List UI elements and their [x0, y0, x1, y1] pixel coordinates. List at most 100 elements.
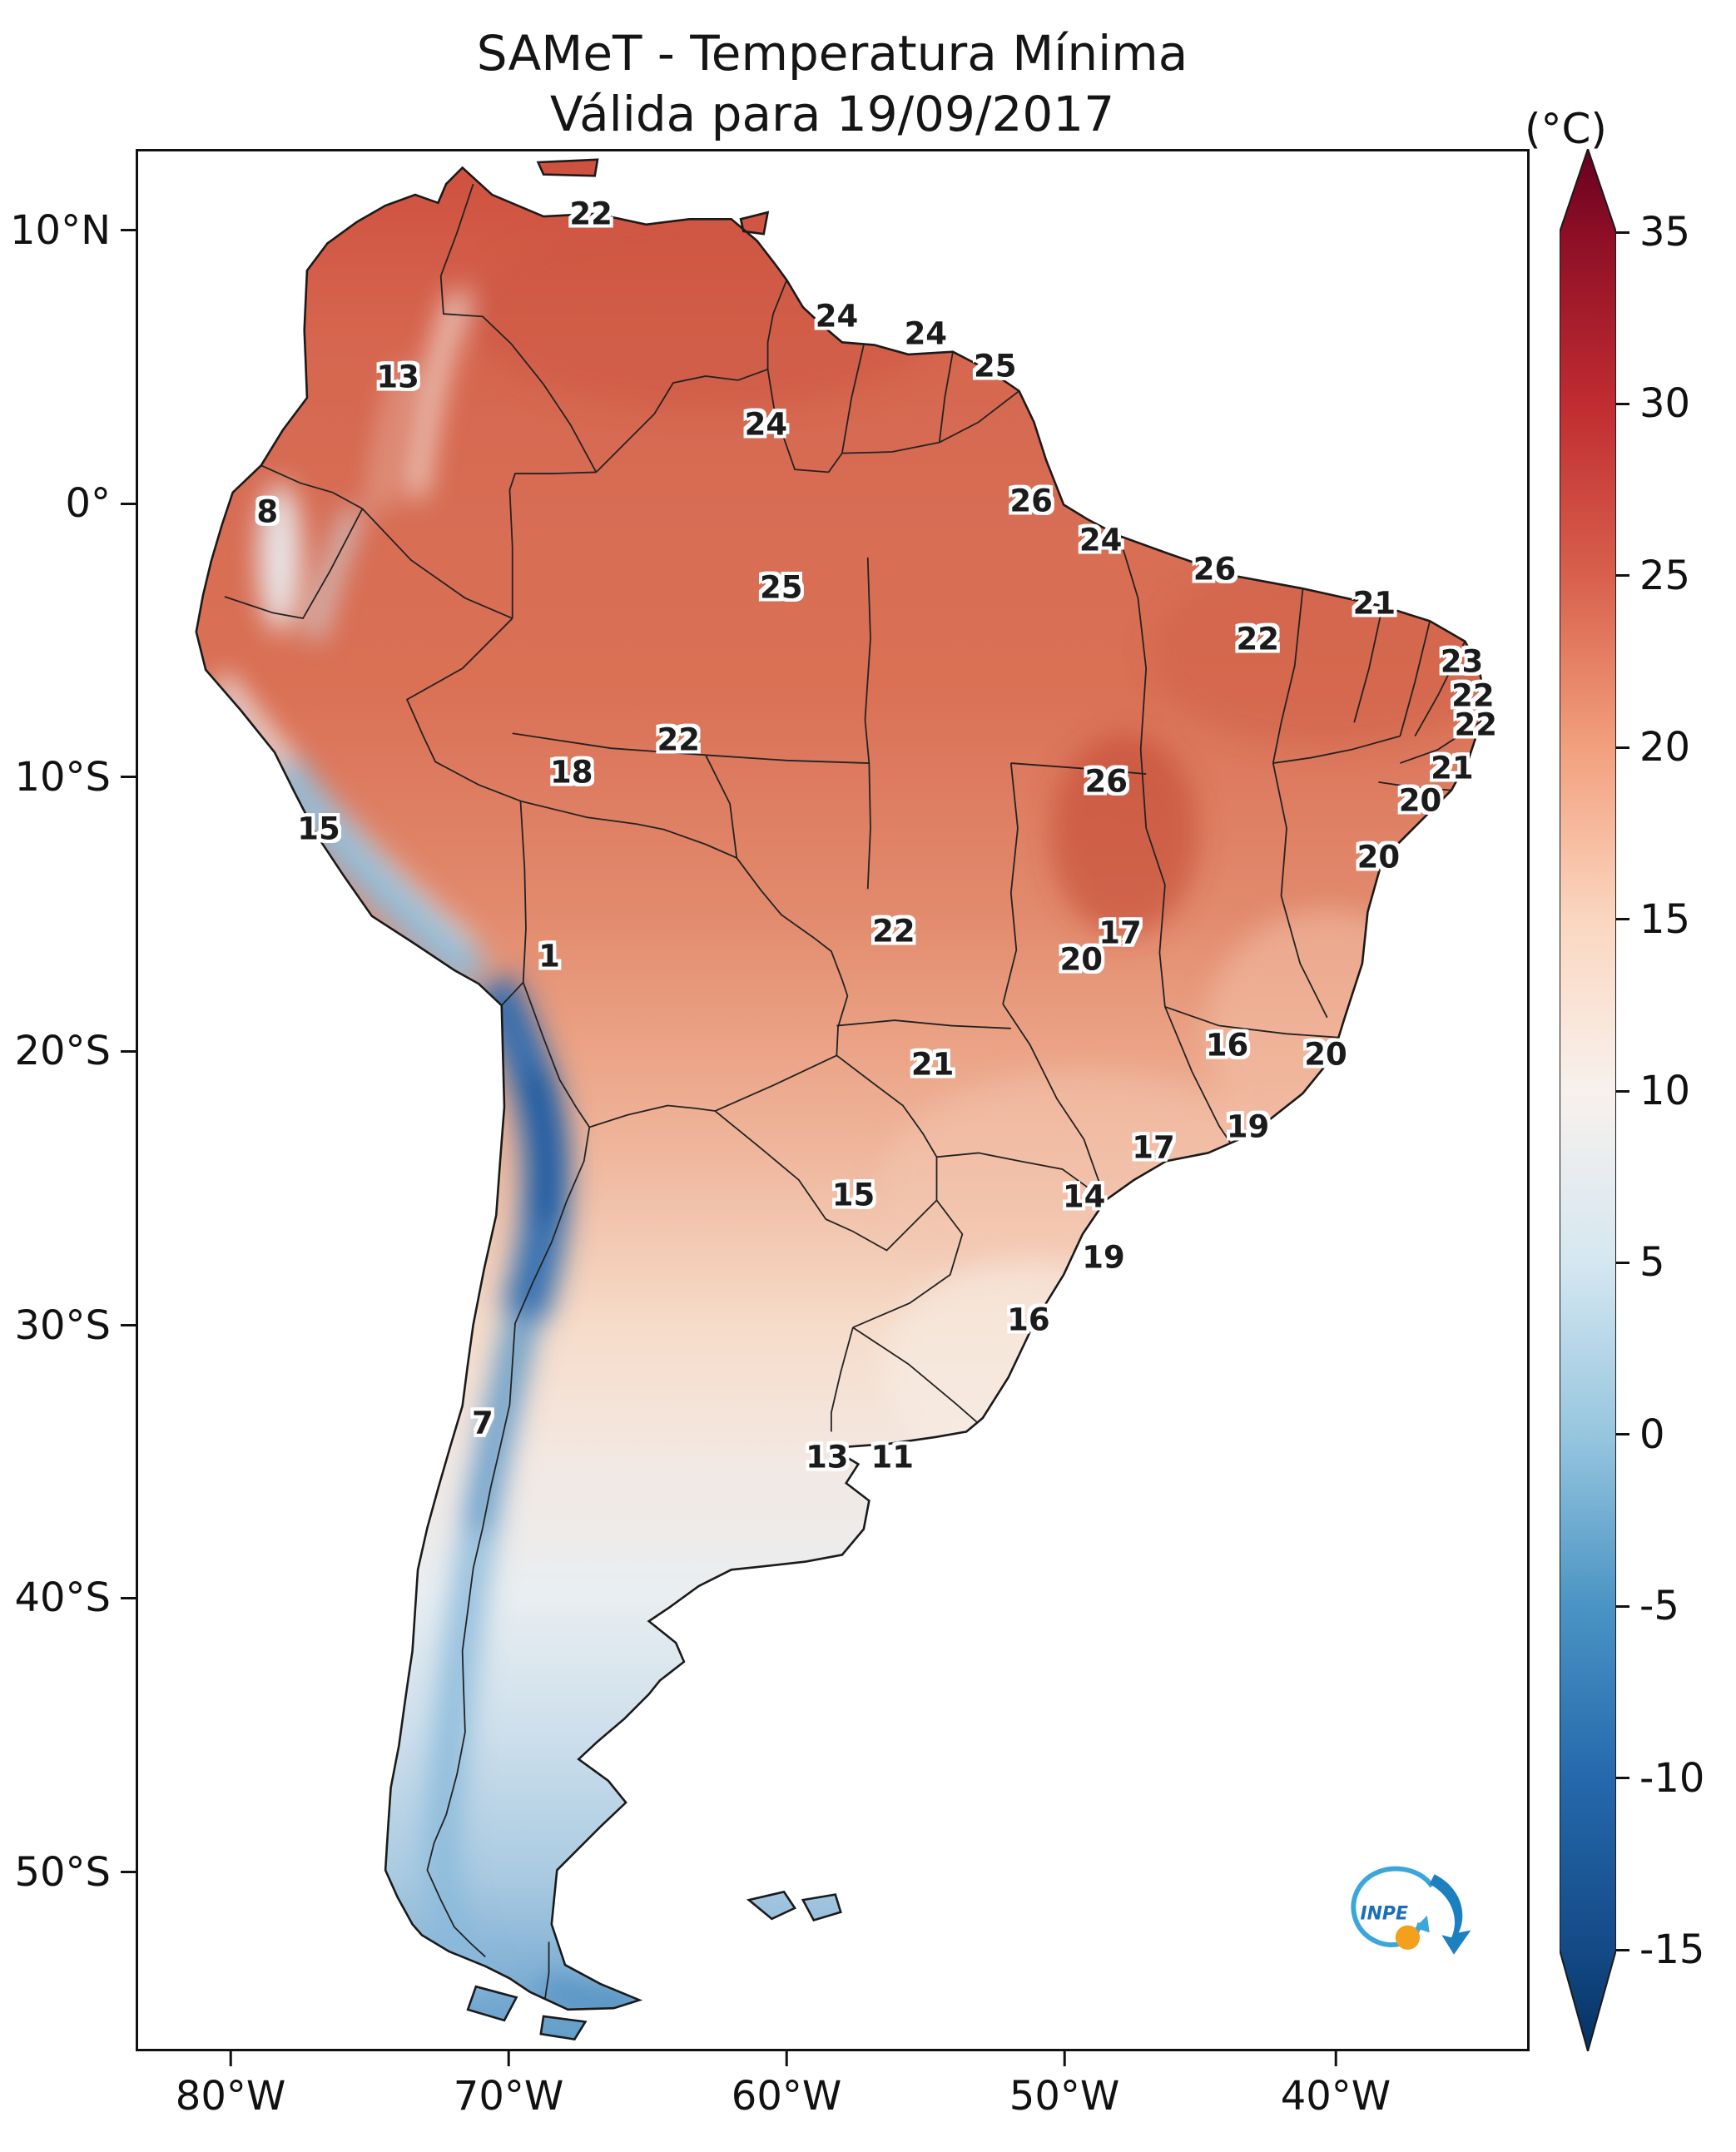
lat-tick: 30°S: [14, 1302, 136, 1349]
lat-tick: 40°S: [14, 1574, 136, 1621]
lat-tick-mark: [121, 1049, 136, 1053]
colorbar-tick-label: -15: [1639, 1926, 1705, 1973]
lon-tick: 70°W: [453, 2051, 564, 2120]
lat-tick-mark: [121, 776, 136, 779]
station-temperature-label: 13: [806, 1439, 849, 1475]
station-temperature-label: 8: [256, 493, 279, 530]
station-temperature-label: 24: [904, 315, 948, 352]
lat-tick-label: 50°S: [14, 1848, 111, 1896]
station-temperature-label: 21: [1352, 585, 1396, 622]
figure-title: SAMeT - Temperatura Mínima Válida para 1…: [50, 23, 1614, 144]
colorbar-tick-label: 20: [1639, 724, 1691, 771]
lat-axis: 10°N 0° 10°S 20°S 30°S 40°S 50°S: [0, 149, 136, 2051]
colorbar-tick-mark: [1616, 402, 1629, 405]
station-temperature-label: 20: [1398, 782, 1442, 819]
colorbar-tick: 15: [1616, 896, 1690, 943]
lat-tick-label: 0°: [65, 480, 111, 528]
colorbar-tick-label: 0: [1639, 1411, 1665, 1458]
lat-tick-mark: [121, 502, 136, 505]
lon-tick-label: 80°W: [175, 2073, 286, 2120]
colorbar-tick-label: 35: [1639, 209, 1691, 255]
colorbar-tick-mark: [1616, 231, 1629, 234]
inpe-big-arrow-icon: [1429, 1874, 1471, 1955]
lon-tick-mark: [229, 2051, 232, 2066]
colorbar-tick: -10: [1616, 1755, 1704, 1802]
station-temperature-label: 22: [1236, 621, 1279, 657]
colorbar-tick: 10: [1616, 1068, 1690, 1114]
station-temperature-label: 14: [1062, 1178, 1106, 1215]
lat-tick: 20°S: [14, 1028, 136, 1074]
colorbar-tick-mark: [1616, 1777, 1629, 1780]
colorbar-tick-mark: [1616, 746, 1629, 749]
station-temperature-label: 21: [910, 1046, 955, 1083]
lon-tick: 60°W: [731, 2051, 842, 2120]
colorbar-tick-mark: [1616, 918, 1629, 921]
colorbar-tick: 20: [1616, 724, 1690, 771]
lon-tick-label: 70°W: [453, 2073, 564, 2120]
lon-tick-mark: [507, 2051, 510, 2066]
station-temperature-label: 25: [759, 569, 803, 606]
station-temperature-label: 16: [1205, 1027, 1249, 1064]
inpe-logo-text: INPE: [1360, 1903, 1408, 1924]
station-temperature-label: 17: [1132, 1129, 1175, 1166]
colorbar-gradient-bar: [1560, 149, 1616, 2051]
station-temperature-label: 16: [1007, 1302, 1050, 1338]
map-overlay: 22 24 24 25 13 24 26 8 24 26 25 21 22 23 22 22 22 18 21 26 2…: [138, 151, 1527, 2049]
station-temperature-label: 1: [538, 938, 560, 974]
inpe-orange-dot-icon: [1395, 1925, 1421, 1950]
colorbar-tick-mark: [1616, 574, 1629, 578]
colorbar-tick-mark: [1616, 1089, 1629, 1093]
station-temperature-label: 22: [872, 913, 915, 950]
colorbar-tick-label: -10: [1639, 1754, 1705, 1802]
station-temperature-label: 21: [1431, 750, 1474, 786]
inpe-swirl-arrowhead-icon: [1415, 1915, 1430, 1933]
colorbar: [1560, 149, 1616, 2051]
colorbar-tick: 35: [1616, 209, 1690, 255]
station-temperature-label: 22: [569, 196, 613, 232]
colorbar-ticks: 35 30 25 20 15 10 5 0 -5 -10 -15: [1616, 209, 1736, 1973]
lon-tick-label: 60°W: [731, 2073, 842, 2120]
lon-tick-label: 40°W: [1280, 2073, 1391, 2120]
colorbar-tick-mark: [1616, 1433, 1629, 1436]
station-temperature-label: 20: [1304, 1036, 1347, 1073]
title-line-1: SAMeT - Temperatura Mínima: [476, 25, 1188, 82]
lat-tick-mark: [121, 1324, 136, 1327]
colorbar-tick: -5: [1616, 1583, 1679, 1629]
lat-tick-mark: [121, 1596, 136, 1599]
colorbar-tick: 30: [1616, 380, 1690, 427]
station-temperature-label: 19: [1082, 1239, 1125, 1276]
station-temperature-label: 20: [1059, 941, 1104, 978]
station-temperature-label: 20: [1357, 839, 1401, 875]
colorbar-tick-label: 30: [1639, 380, 1691, 428]
title-line-2: Válida para 19/09/2017: [549, 85, 1115, 142]
lon-tick-mark: [1334, 2051, 1337, 2066]
colorbar-unit-label: (°C): [1525, 105, 1607, 153]
lat-tick-label: 20°S: [14, 1028, 111, 1075]
colorbar-tick-label: 25: [1639, 552, 1691, 599]
station-temperature-label: 24: [815, 298, 859, 335]
lat-tick-mark: [121, 229, 136, 232]
lon-tick: 80°W: [175, 2051, 286, 2120]
station-temperature-label: 26: [1084, 763, 1128, 800]
station-temperature-label: 19: [1226, 1108, 1270, 1145]
colorbar-tick-label: 5: [1639, 1239, 1665, 1287]
colorbar-tick: 5: [1616, 1239, 1665, 1286]
colorbar-tick-mark: [1616, 1948, 1629, 1951]
inpe-logo: INPE: [1351, 1866, 1471, 1955]
lat-tick-label: 30°S: [14, 1302, 111, 1349]
map-frame: 22 24 24 25 13 24 26 8 24 26 25 21 22 23 22 22 22 18 21 26 2…: [136, 149, 1530, 2051]
lat-tick: 10°N: [10, 207, 136, 254]
lat-tick-label: 10°N: [10, 206, 111, 254]
lon-tick-mark: [785, 2051, 788, 2066]
lat-tick: 0°: [65, 480, 136, 527]
station-temperature-label: 25: [974, 348, 1017, 384]
station-temperature-label: 11: [870, 1439, 915, 1475]
colorbar-tick-label: 15: [1639, 895, 1691, 943]
station-temperature-label: 13: [376, 359, 419, 395]
lat-tick-label: 40°S: [14, 1574, 111, 1622]
station-temperature-label: 23: [1440, 643, 1484, 680]
colorbar-tick: 25: [1616, 553, 1690, 599]
station-temperature-label: 24: [744, 406, 788, 443]
colorbar-tick-label: 10: [1639, 1068, 1691, 1114]
station-temperature-label: 18: [549, 754, 593, 791]
